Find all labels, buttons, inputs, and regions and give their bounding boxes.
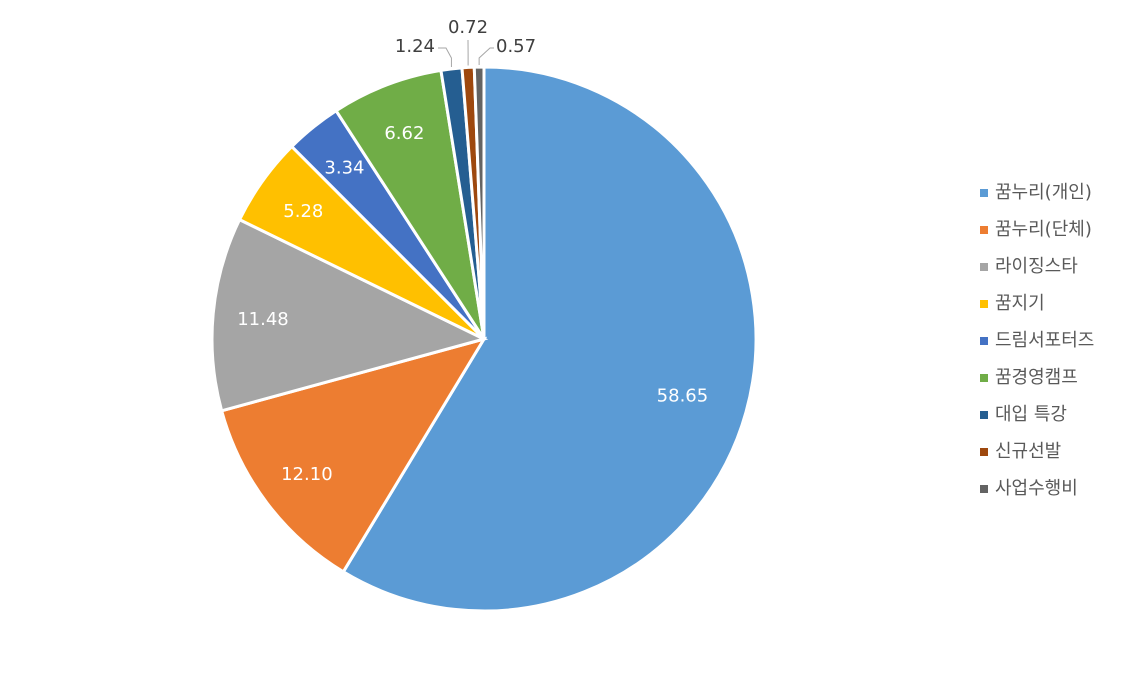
data-label-4: 5.28: [283, 201, 323, 222]
legend-swatch: [980, 374, 988, 382]
data-label-8: 0.72: [448, 17, 488, 38]
legend-swatch: [980, 263, 988, 271]
label-leader-7: [438, 48, 451, 67]
legend-label: 신규선발: [995, 443, 1061, 461]
legend-item-꿈누리단체: 꿈누리(단체): [980, 211, 1120, 248]
data-label-3: 11.48: [237, 309, 289, 330]
data-label-1: 58.65: [657, 385, 709, 406]
legend-swatch: [980, 300, 988, 308]
label-leader-9: [479, 48, 494, 65]
legend-label: 드림서포터즈: [995, 332, 1094, 350]
legend-label: 꿈누리(개인): [995, 184, 1092, 202]
data-label-7: 1.24: [395, 36, 435, 57]
data-label-2: 12.10: [281, 464, 333, 485]
legend-label: 라이징스타: [995, 258, 1078, 276]
legend-item-꿈경영캠프: 꿈경영캠프: [980, 359, 1120, 396]
legend-label: 대입 특강: [995, 406, 1067, 424]
legend-label: 꿈지기: [995, 295, 1045, 313]
legend-swatch: [980, 226, 988, 234]
legend-item-대입-특강: 대입 특강: [980, 396, 1120, 433]
legend-swatch: [980, 337, 988, 345]
data-label-9: 0.57: [496, 36, 536, 57]
legend-swatch: [980, 189, 988, 197]
legend-item-사업수행비: 사업수행비: [980, 470, 1120, 507]
legend-item-신규선발: 신규선발: [980, 433, 1120, 470]
legend-swatch: [980, 485, 988, 493]
legend-swatch: [980, 411, 988, 419]
legend-label: 꿈누리(단체): [995, 221, 1092, 239]
legend-item-꿈누리개인: 꿈누리(개인): [980, 174, 1120, 211]
legend-item-라이징스타: 라이징스타: [980, 248, 1120, 285]
legend-label: 사업수행비: [995, 480, 1078, 498]
legend-label: 꿈경영캠프: [995, 369, 1078, 387]
legend-item-드림서포터즈: 드림서포터즈: [980, 322, 1120, 359]
legend-item-꿈지기: 꿈지기: [980, 285, 1120, 322]
data-label-6: 6.62: [384, 123, 424, 144]
data-label-5: 3.34: [324, 157, 364, 178]
legend-swatch: [980, 448, 988, 456]
